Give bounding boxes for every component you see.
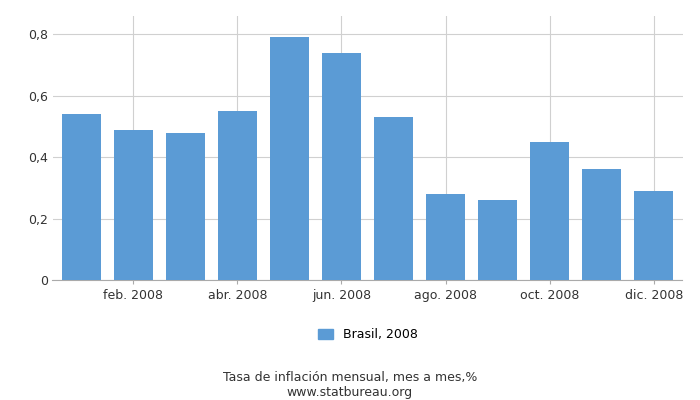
Bar (478, 200, 517, 280)
Bar (634, 191, 673, 280)
Text: Tasa de inflación mensual, mes a mes,%: Tasa de inflación mensual, mes a mes,% (223, 372, 477, 384)
Bar (113, 130, 153, 280)
Bar (322, 53, 361, 280)
Legend: Brasil, 2008: Brasil, 2008 (318, 328, 417, 342)
Bar (374, 117, 413, 280)
Bar (426, 194, 465, 280)
Bar (530, 142, 569, 280)
Text: www.statbureau.org: www.statbureau.org (287, 386, 413, 399)
Bar (270, 38, 309, 280)
Bar (582, 170, 622, 280)
Bar (166, 133, 205, 280)
Bar (218, 111, 257, 280)
Bar (62, 114, 101, 280)
